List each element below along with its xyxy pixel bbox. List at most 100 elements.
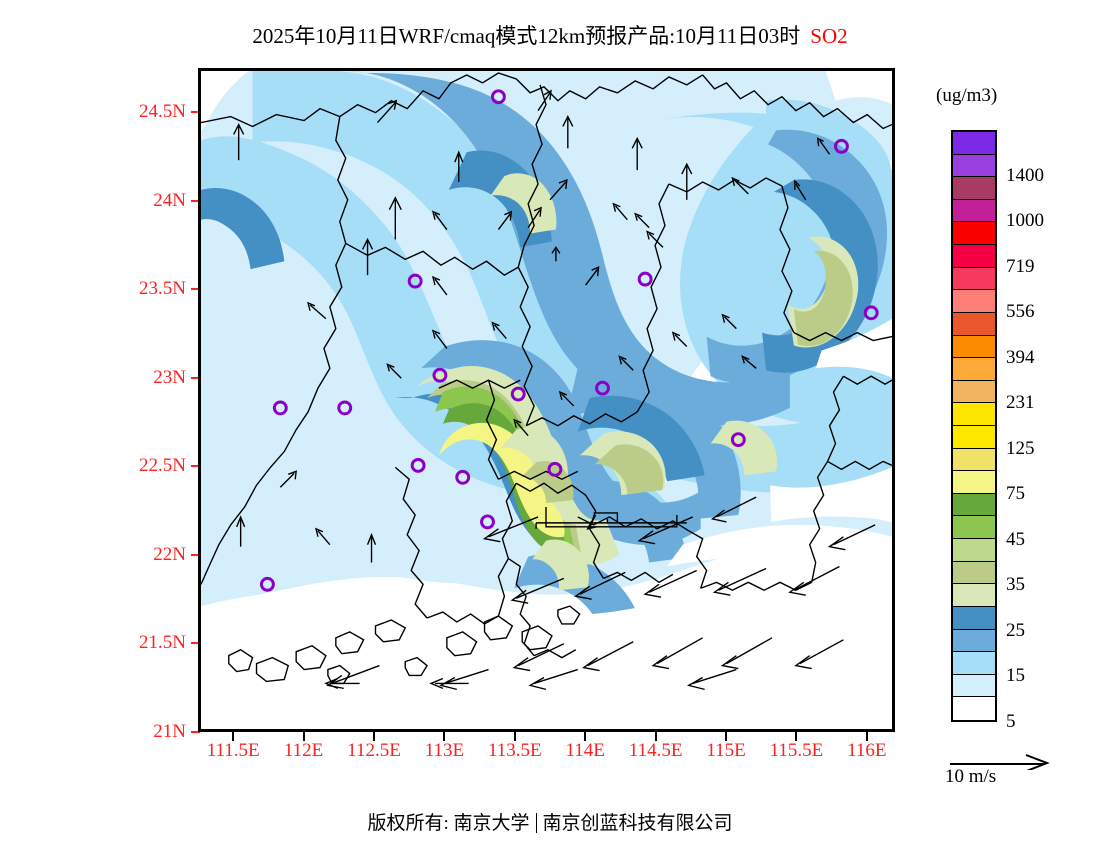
pocket-north-green (490, 173, 557, 234)
station-marker[interactable] (595, 380, 610, 396)
colorbar-tick-label: 75 (1006, 483, 1025, 505)
colorbar-band[interactable] (953, 154, 995, 178)
latitude-tick-mark (191, 731, 200, 733)
colorbar-band[interactable] (953, 697, 995, 720)
footer-left: 版权所有: 南京大学 (367, 813, 530, 834)
colorbar-band[interactable] (953, 245, 995, 268)
band-25-prd (421, 340, 701, 546)
station-marker[interactable] (272, 400, 288, 416)
colorbar-tick-label: 719 (1006, 255, 1035, 277)
longitude-tick-mark (725, 732, 728, 741)
ocean-mask-4 (201, 665, 892, 729)
longitude-tick-label: 115E (706, 740, 746, 761)
station-marker[interactable] (730, 432, 746, 448)
colorbar-band[interactable] (953, 267, 995, 291)
station-marker[interactable] (407, 273, 423, 289)
colorbar-band[interactable] (953, 312, 995, 336)
station-markers[interactable] (259, 89, 879, 592)
longitude-tick-mark (584, 732, 587, 741)
colorbar-band[interactable] (953, 199, 995, 223)
pocket-south-green (532, 539, 589, 591)
footer-right: 南京创蓝科技有限公司 (542, 813, 733, 834)
longitude-tick-label: 112E (283, 740, 324, 761)
colorbar-band[interactable] (953, 222, 995, 246)
colorbar-band[interactable] (953, 177, 995, 200)
station-marker[interactable] (432, 367, 448, 383)
colorbar-band[interactable] (953, 290, 995, 313)
colorbar-tick-label: 5 (1006, 711, 1016, 732)
page-title: 2025年10月11日WRF/cmaq模式12km预报产品:10月11日03时 S… (0, 20, 1100, 50)
colorbar-tick-label: 25 (1006, 619, 1025, 641)
pocket-east-green2 (594, 444, 664, 495)
colorbar[interactable] (951, 130, 997, 722)
footer-divider (535, 813, 537, 833)
footer-credits: 版权所有: 南京大学 南京创蓝科技有限公司 (0, 808, 1100, 835)
longitude-tick-mark (373, 732, 375, 741)
longitude-tick-label: 112.5E (347, 740, 401, 761)
station-marker[interactable] (480, 514, 495, 530)
station-marker[interactable] (490, 89, 506, 105)
colorbar-band[interactable] (953, 606, 995, 630)
colorbar-band[interactable] (953, 380, 995, 404)
latitude-tick-mark (191, 199, 200, 202)
wind-vectors (233, 89, 876, 691)
colorbar-band[interactable] (953, 652, 995, 675)
latitude-tick-mark (191, 553, 200, 556)
colorbar-band[interactable] (953, 132, 995, 155)
ocean-mask-3 (770, 467, 892, 523)
colorbar-tick-label: 231 (1006, 392, 1035, 414)
colorbar-band[interactable] (953, 629, 995, 653)
colorbar-tick-label: 556 (1006, 301, 1035, 323)
station-marker[interactable] (637, 271, 653, 287)
band-35-ne (762, 179, 878, 373)
map-plot-area[interactable] (198, 68, 895, 732)
station-marker[interactable] (259, 576, 275, 592)
longitude-tick-label: 114.5E (628, 740, 683, 761)
colorbar-band[interactable] (953, 471, 995, 494)
longitude-tick-mark (302, 732, 305, 741)
band-25-nw (349, 71, 790, 426)
band-75-core (438, 422, 565, 538)
colorbar-band[interactable] (953, 493, 995, 517)
colorbar-band[interactable] (953, 403, 995, 426)
colorbar-unit: (ug/m3) (936, 85, 998, 106)
station-marker[interactable] (410, 457, 426, 473)
colorbar-band[interactable] (953, 539, 995, 562)
ne-hotspot-green2 (793, 250, 853, 347)
latitude-tick-mark (191, 111, 200, 114)
station-marker[interactable] (510, 386, 526, 402)
station-marker[interactable] (863, 305, 879, 321)
colorbar-band[interactable] (953, 358, 995, 381)
ne-white-gap (815, 318, 892, 379)
latitude-tick-label: 22.5N (139, 455, 186, 477)
colorbar-tick-label: 394 (1006, 346, 1035, 368)
latitude-tick-label: 23.5N (139, 278, 186, 300)
colorbar-band[interactable] (953, 584, 995, 607)
longitude-tick-label: 113.5E (487, 740, 542, 761)
colorbar-tick-label: 125 (1006, 437, 1035, 459)
latitude-tick-mark (191, 465, 200, 468)
colorbar-tick-label: 35 (1006, 574, 1025, 596)
colorbar-tick-label: 15 (1006, 665, 1025, 687)
latitude-tick-label: 24.5N (139, 101, 186, 123)
colorbar-band[interactable] (953, 335, 995, 359)
latitude-tick-mark (191, 376, 200, 379)
ne-corner-white (825, 71, 892, 105)
longitude-tick-mark (654, 732, 657, 741)
latitude-tick-mark (191, 288, 200, 291)
station-marker[interactable] (547, 461, 563, 477)
colorbar-band[interactable] (953, 674, 995, 698)
colorbar-band[interactable] (953, 561, 995, 585)
nw-corner-white (201, 71, 249, 131)
colorbar-band[interactable] (953, 426, 995, 449)
station-marker[interactable] (455, 469, 471, 485)
station-marker[interactable] (834, 138, 849, 154)
colorbar-tick-label: 1000 (1006, 210, 1044, 232)
colorbar-band[interactable] (953, 448, 995, 472)
longitude-tick-mark (443, 732, 446, 741)
band-15-central (252, 71, 892, 493)
longitude-tick-mark (795, 732, 798, 741)
station-marker[interactable] (337, 400, 353, 416)
colorbar-band[interactable] (953, 516, 995, 540)
wind-arrow-icon (950, 754, 1050, 770)
